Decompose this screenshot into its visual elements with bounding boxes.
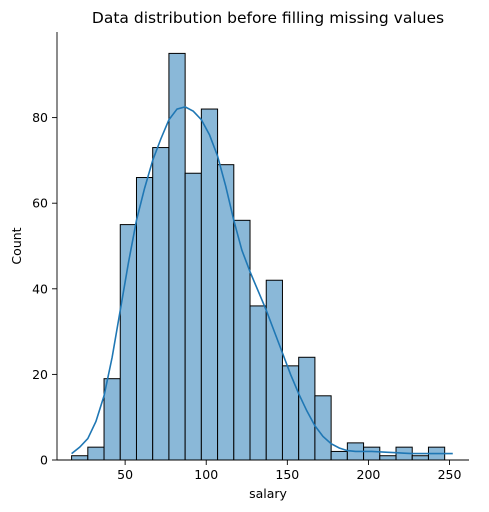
y-tick-label: 60 <box>32 196 48 211</box>
y-axis-label: Count <box>9 227 24 264</box>
histogram-bar-13 <box>281 365 300 461</box>
histogram-bar-10 <box>233 219 251 461</box>
x-tick-label: 200 <box>357 467 381 482</box>
x-axis-label: salary <box>249 486 287 501</box>
x-axis-ticks: 50 100 150 200 250 <box>117 460 462 482</box>
histogram-bar-14 <box>298 356 316 461</box>
y-tick-label: 20 <box>32 367 48 382</box>
x-tick-label: 250 <box>438 467 462 482</box>
histogram-bar-1 <box>87 446 105 461</box>
histogram-bar-6 <box>168 52 186 461</box>
y-axis-ticks: 0 20 40 60 80 <box>32 110 57 468</box>
y-tick-label: 0 <box>40 453 48 468</box>
x-tick-label: 100 <box>194 467 218 482</box>
y-tick-label: 40 <box>32 281 48 296</box>
kde-curve <box>71 106 453 455</box>
histogram-bar-4 <box>135 177 154 461</box>
histogram-bar-8 <box>200 108 219 461</box>
x-tick-label: 50 <box>117 467 133 482</box>
histogram-bar-7 <box>184 172 202 461</box>
histogram-bar-19 <box>379 455 397 461</box>
x-tick-label: 150 <box>275 467 299 482</box>
histogram-bar-11 <box>249 305 267 461</box>
histogram-bar-21 <box>411 455 429 461</box>
histogram-bar-0 <box>71 455 89 461</box>
histogram-bar-12 <box>265 279 283 461</box>
y-tick-label: 80 <box>32 110 48 125</box>
histogram-bars <box>71 52 446 461</box>
histogram-bar-5 <box>152 147 170 461</box>
histogram-bar-18 <box>363 446 381 461</box>
histogram-bar-16 <box>330 450 348 461</box>
chart-title: Data distribution before filling missing… <box>92 9 444 27</box>
histogram-bar-2 <box>103 378 121 461</box>
